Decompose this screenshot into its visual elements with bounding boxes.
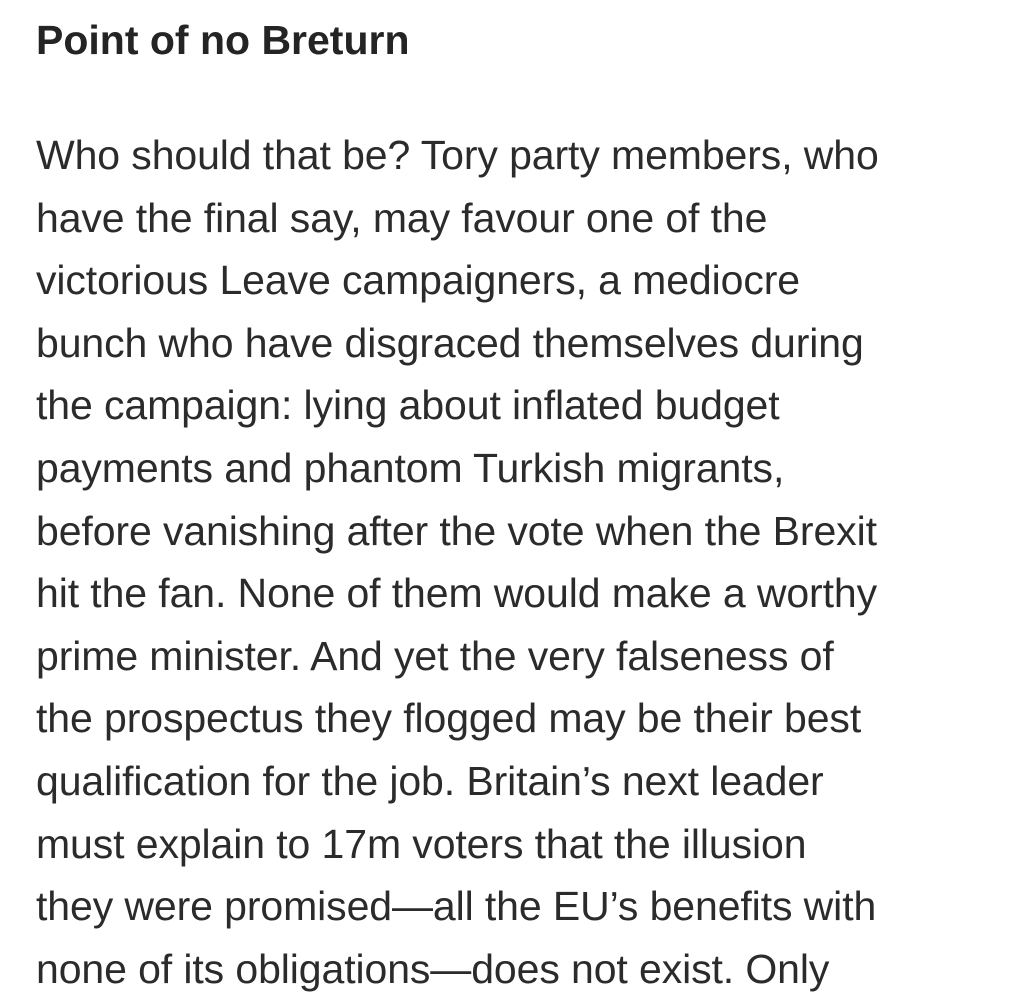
body-line: none of its obligations—does not exist. … bbox=[36, 945, 830, 992]
body-line: must explain to 17m voters that the illu… bbox=[36, 820, 807, 867]
body-line: qualification for the job. Britain’s nex… bbox=[36, 757, 824, 804]
body-line: Who should that be? Tory party members, … bbox=[36, 132, 879, 178]
article-body: Who should that be? Tory party members, … bbox=[36, 124, 996, 1000]
body-line: prime minister. And yet the very falsene… bbox=[36, 632, 834, 679]
body-line: hit the fan. None of them would make a w… bbox=[36, 570, 878, 617]
body-line: payments and phantom Turkish migrants, bbox=[36, 444, 785, 491]
body-line: bunch who have disgraced themselves duri… bbox=[36, 319, 864, 366]
body-line: before vanishing after the vote when the… bbox=[36, 507, 877, 554]
body-line: victorious Leave campaigners, a mediocre bbox=[36, 257, 800, 304]
body-line: the prospectus they flogged may be their… bbox=[36, 695, 862, 742]
body-line: they were promised—all the EU’s benefits… bbox=[36, 883, 877, 930]
article-heading: Point of no Breturn bbox=[36, 17, 410, 63]
body-line: have the final say, may favour one of th… bbox=[36, 194, 768, 241]
body-line: the campaign: lying about inflated budge… bbox=[36, 382, 780, 429]
